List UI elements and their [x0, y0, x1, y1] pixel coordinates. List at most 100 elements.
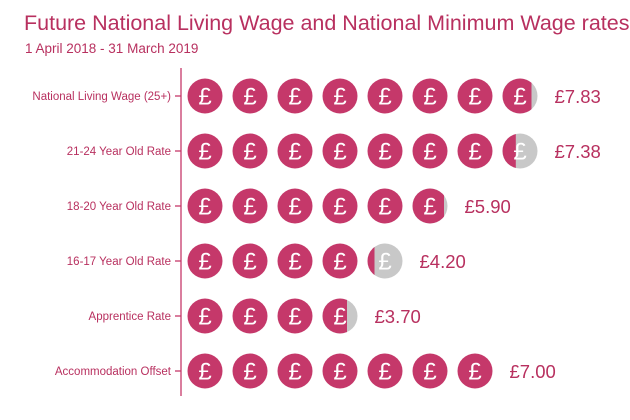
coin-circle	[232, 188, 268, 224]
coin-circle	[367, 188, 403, 224]
coin-circle	[277, 243, 313, 279]
pound-coin: £	[277, 243, 313, 279]
coin-circle	[412, 133, 448, 169]
pound-coin: £	[367, 188, 403, 224]
pound-icon: £	[378, 359, 391, 386]
coin-circle	[187, 78, 223, 114]
pound-icon: £	[333, 304, 346, 331]
pound-coin: £	[232, 188, 268, 224]
pound-icon: £	[288, 359, 301, 386]
pound-coin: £	[187, 78, 223, 114]
pound-icon: £	[243, 249, 256, 276]
pound-icon: £	[423, 194, 436, 221]
coin-circle	[187, 298, 223, 334]
pound-icon: £	[378, 194, 391, 221]
pound-coin: £	[457, 78, 493, 114]
coin-circle	[322, 78, 358, 114]
pound-icon: £	[198, 359, 211, 386]
pound-icon: £	[198, 139, 211, 166]
coin-circle	[232, 78, 268, 114]
pound-icon: £	[198, 84, 211, 111]
pound-icon: £	[513, 84, 526, 111]
value-label: £7.83	[555, 86, 601, 107]
pound-coin: £	[187, 298, 223, 334]
pound-icon: £	[198, 194, 211, 221]
coin-circle	[367, 78, 403, 114]
pound-coin: £	[412, 353, 448, 389]
chart-title: Future National Living Wage and National…	[24, 11, 630, 35]
pound-icon: £	[198, 249, 211, 276]
pound-coin: £	[232, 243, 268, 279]
partial-pound-coin: £	[367, 243, 403, 279]
pound-icon: £	[198, 304, 211, 331]
pound-icon: £	[423, 139, 436, 166]
chart-row: National Living Wage (25+) £ £ £ £ £ £ £ £ £7.83	[32, 78, 601, 114]
coin-circle	[322, 353, 358, 389]
coin-circle	[457, 133, 493, 169]
pound-coin: £	[187, 243, 223, 279]
pound-coin: £	[277, 188, 313, 224]
coin-circle	[277, 188, 313, 224]
category-label: 16-17 Year Old Rate	[67, 256, 171, 268]
coin-circle	[367, 353, 403, 389]
partial-pound-coin: £	[412, 188, 448, 224]
pound-icon: £	[378, 84, 391, 111]
category-label: Accommodation Offset	[55, 366, 172, 378]
pound-coin: £	[232, 133, 268, 169]
pound-coin: £	[367, 133, 403, 169]
pound-coin: £	[412, 78, 448, 114]
coin-circle	[232, 243, 268, 279]
pound-icon: £	[243, 359, 256, 386]
pound-icon: £	[333, 84, 346, 111]
coin-filled-part	[367, 247, 375, 275]
coin-filled-part	[502, 78, 532, 114]
pound-icon: £	[423, 84, 436, 111]
chart-row: 18-20 Year Old Rate £ £ £ £ £ £ £5.90	[67, 188, 511, 224]
coin-circle	[322, 188, 358, 224]
category-label: National Living Wage (25+)	[32, 91, 171, 103]
pound-icon: £	[288, 249, 301, 276]
pound-coin: £	[232, 353, 268, 389]
coin-circle	[277, 78, 313, 114]
pound-icon: £	[288, 139, 301, 166]
pound-coin: £	[277, 133, 313, 169]
coin-circle	[322, 133, 358, 169]
pound-icon: £	[468, 84, 481, 111]
pound-coin: £	[187, 133, 223, 169]
pound-coin: £	[232, 298, 268, 334]
pound-icon: £	[243, 304, 256, 331]
value-label: £7.00	[510, 361, 556, 382]
pound-icon: £	[333, 139, 346, 166]
pound-coin: £	[322, 243, 358, 279]
pound-coin: £	[367, 353, 403, 389]
pound-icon: £	[468, 359, 481, 386]
pound-coin: £	[322, 353, 358, 389]
coin-circle	[412, 353, 448, 389]
coin-circle	[232, 353, 268, 389]
pound-coin: £	[367, 78, 403, 114]
pound-coin: £	[322, 188, 358, 224]
coin-circle	[457, 78, 493, 114]
chart-row: Accommodation Offset £ £ £ £ £ £ £ £7.00	[55, 353, 556, 389]
pound-icon: £	[333, 249, 346, 276]
pound-coin: £	[187, 188, 223, 224]
coin-filled-part	[502, 134, 516, 168]
pound-coin: £	[457, 133, 493, 169]
coin-circle	[277, 133, 313, 169]
coin-circle	[322, 243, 358, 279]
partial-pound-coin: £	[502, 78, 538, 114]
pound-icon: £	[378, 249, 391, 276]
chart-subtitle: 1 April 2018 - 31 March 2019	[25, 41, 199, 56]
pound-icon: £	[288, 84, 301, 111]
pound-coin: £	[457, 353, 493, 389]
value-label: £3.70	[375, 306, 421, 327]
coin-circle	[232, 298, 268, 334]
partial-pound-coin: £	[502, 133, 538, 169]
pound-coin: £	[277, 298, 313, 334]
pound-coin: £	[277, 78, 313, 114]
category-label: 21-24 Year Old Rate	[67, 146, 171, 158]
coin-circle	[187, 243, 223, 279]
pound-icon: £	[333, 194, 346, 221]
pound-icon: £	[378, 139, 391, 166]
